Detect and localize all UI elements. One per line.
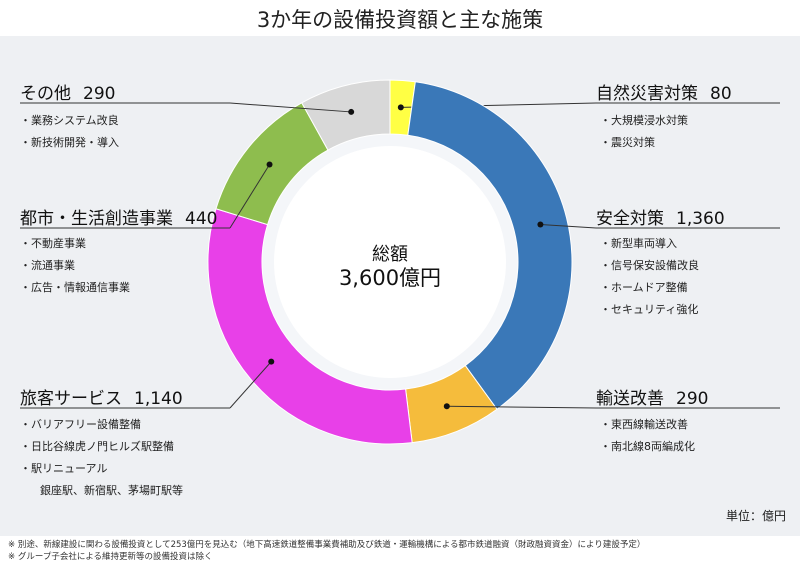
list-item: ・駅リニューアル xyxy=(20,462,108,475)
list-item: ・日比谷線虎ノ門ヒルズ駅整備 xyxy=(20,440,174,453)
list-item: ・広告・情報通信事業 xyxy=(20,281,130,294)
total-label: 総額 xyxy=(372,244,408,265)
list-item: ・新型車両導入 xyxy=(600,237,677,250)
donut-slice xyxy=(207,208,413,445)
chart-title: 3か年の設備投資額と主な施策 xyxy=(256,8,544,32)
list-item: ・バリアフリー設備整備 xyxy=(20,418,141,431)
donut-slice xyxy=(407,81,573,410)
leader-line xyxy=(20,161,273,229)
category-value: 1,360 xyxy=(676,209,725,229)
list-item: ・大規模浸水対策 xyxy=(600,114,688,127)
donut-slice xyxy=(301,79,391,151)
list-item: ・東西線輸送改善 xyxy=(600,418,688,431)
list-item: ・ホームドア整備 xyxy=(600,281,688,294)
unit-label: 単位：億円 xyxy=(725,509,786,523)
category-label-passenger: 旅客サービス 1,140 xyxy=(20,384,183,409)
category-name: 輸送改善 xyxy=(596,389,664,409)
category-value: 440 xyxy=(185,209,218,229)
category-items-other: ・業務システム改良 ・新技術開発・導入 xyxy=(20,110,119,154)
list-item: ・信号保安設備改良 xyxy=(600,259,699,272)
category-label-other: その他 290 xyxy=(20,79,115,104)
category-items-safety: ・新型車両導入 ・信号保安設備改良 ・ホームドア整備 ・セキュリティ強化 xyxy=(600,233,699,321)
category-name: 自然災害対策 xyxy=(596,84,698,104)
category-label-transport: 輸送改善 290 xyxy=(596,384,708,409)
list-item: ・業務システム改良 xyxy=(20,114,119,127)
category-label-urban: 都市・生活創造事業 440 xyxy=(20,204,217,229)
category-label-disaster: 自然災害対策 80 xyxy=(596,79,732,104)
category-name: 都市・生活創造事業 xyxy=(20,209,173,229)
category-value: 290 xyxy=(83,84,116,104)
category-value: 1,140 xyxy=(134,389,183,409)
category-value: 290 xyxy=(676,389,709,409)
list-item: ・新技術開発・導入 xyxy=(20,136,119,149)
list-item: ・流通事業 xyxy=(20,259,75,272)
leader-line xyxy=(537,221,780,229)
footnote: ※ グループ子会社による維持更新等の設備投資は除く xyxy=(8,552,213,562)
list-item: ・震災対策 xyxy=(600,136,655,149)
category-label-safety: 安全対策 1,360 xyxy=(596,204,725,229)
category-items-urban: ・不動産事業 ・流通事業 ・広告・情報通信事業 xyxy=(20,233,130,299)
list-item: 銀座駅、新宿駅、茅場町駅等 xyxy=(40,484,183,497)
category-items-disaster: ・大規模浸水対策 ・震災対策 xyxy=(600,110,688,154)
leader-line xyxy=(20,358,275,409)
category-value: 80 xyxy=(710,84,732,104)
category-name: その他 xyxy=(20,84,71,104)
category-items-passenger: ・バリアフリー設備整備 ・日比谷線虎ノ門ヒルズ駅整備 ・駅リニューアル 銀座駅、… xyxy=(20,414,183,502)
list-item: ・セキュリティ強化 xyxy=(600,303,699,316)
leader-line xyxy=(443,403,780,410)
footnote: ※ 別途、新線建設に関わる設備投資として253億円を見込む（地下高速鉄道整備事業… xyxy=(8,540,646,550)
category-name: 安全対策 xyxy=(596,209,664,229)
list-item: ・南北線8両編成化 xyxy=(600,440,695,453)
donut-center xyxy=(274,146,506,378)
category-name: 旅客サービス xyxy=(20,389,122,409)
list-item: ・不動産事業 xyxy=(20,237,86,250)
category-items-transport: ・東西線輸送改善 ・南北線8両編成化 xyxy=(600,414,695,458)
leader-line xyxy=(20,102,355,115)
total-value: 3,600億円 xyxy=(338,266,442,290)
